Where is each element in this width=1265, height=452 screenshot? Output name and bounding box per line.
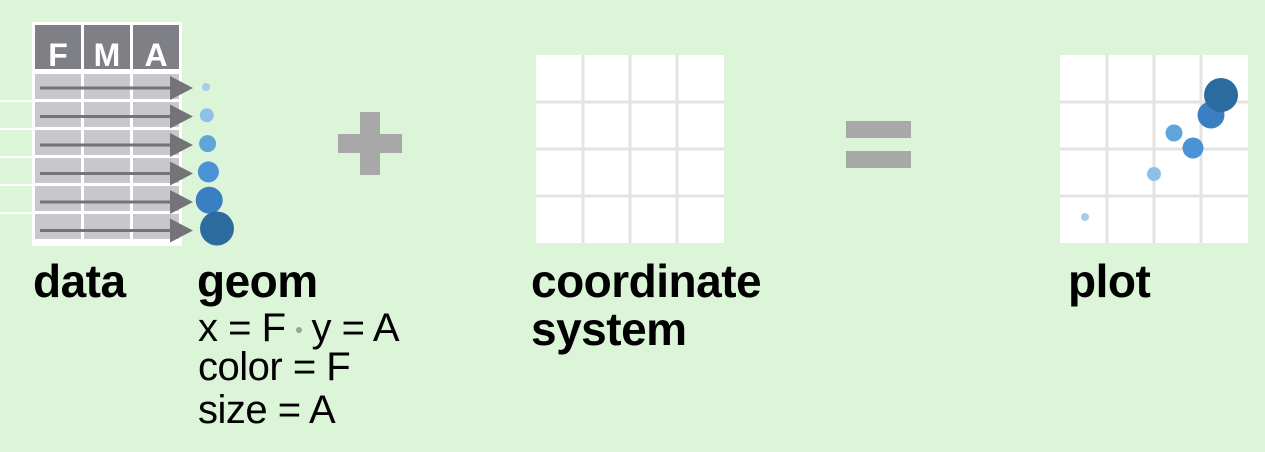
plus-icon xyxy=(338,112,402,175)
geom-point xyxy=(202,83,210,91)
column-header-f: F xyxy=(48,37,68,73)
row-arrow-head xyxy=(170,161,193,186)
table-cell xyxy=(84,130,130,155)
plot-label: plot xyxy=(1068,255,1151,307)
plot-point xyxy=(1165,124,1183,142)
table-cell xyxy=(84,186,130,211)
row-arrow-head xyxy=(170,133,193,157)
geom-point xyxy=(199,108,214,123)
equals-icon xyxy=(846,121,911,168)
row-arrow-head xyxy=(170,104,193,129)
plot-panel xyxy=(1060,55,1248,243)
geom-mapping-xy: x = F y = A xyxy=(198,306,400,350)
row-guide-lines xyxy=(0,100,32,214)
row-arrows xyxy=(40,76,193,243)
plot-point xyxy=(1204,78,1238,112)
geom-point xyxy=(199,135,217,153)
separator-dot xyxy=(295,327,302,334)
coordinate-label-line2: system xyxy=(531,303,687,355)
geom-point xyxy=(195,186,223,214)
table-cell xyxy=(35,102,81,127)
geom-point xyxy=(197,161,219,183)
coordinate-grid xyxy=(536,55,724,243)
column-header-a: A xyxy=(144,37,167,73)
mapping-y: y = A xyxy=(311,306,400,350)
coordinate-label-line1: coordinate xyxy=(531,255,762,307)
table-cell xyxy=(35,214,81,239)
table-cell xyxy=(35,186,81,211)
table-cell xyxy=(84,102,130,127)
plot-points xyxy=(1081,78,1238,221)
geom-label: geom xyxy=(197,255,318,307)
table-cell xyxy=(84,214,130,239)
mapping-size: size = A xyxy=(198,388,336,432)
plot-point xyxy=(1182,137,1204,159)
plot-point xyxy=(1147,167,1161,181)
table-cell xyxy=(35,158,81,183)
geom-points xyxy=(195,83,234,246)
mapping-color: color = F xyxy=(198,345,351,389)
data-label: data xyxy=(33,255,126,307)
data-table: F M A xyxy=(0,22,193,246)
mapping-x: x = F xyxy=(198,306,286,350)
geom-point xyxy=(200,211,234,246)
row-arrow-head xyxy=(170,218,193,243)
table-cell xyxy=(84,158,130,183)
row-arrow-head xyxy=(170,76,193,100)
table-cell xyxy=(35,130,81,155)
column-header-bg xyxy=(35,25,81,69)
row-arrow-head xyxy=(170,190,193,214)
column-header-m: M xyxy=(94,37,121,73)
column-header-bg xyxy=(133,25,179,69)
column-header-bg xyxy=(84,25,130,69)
plot-point xyxy=(1081,213,1089,221)
